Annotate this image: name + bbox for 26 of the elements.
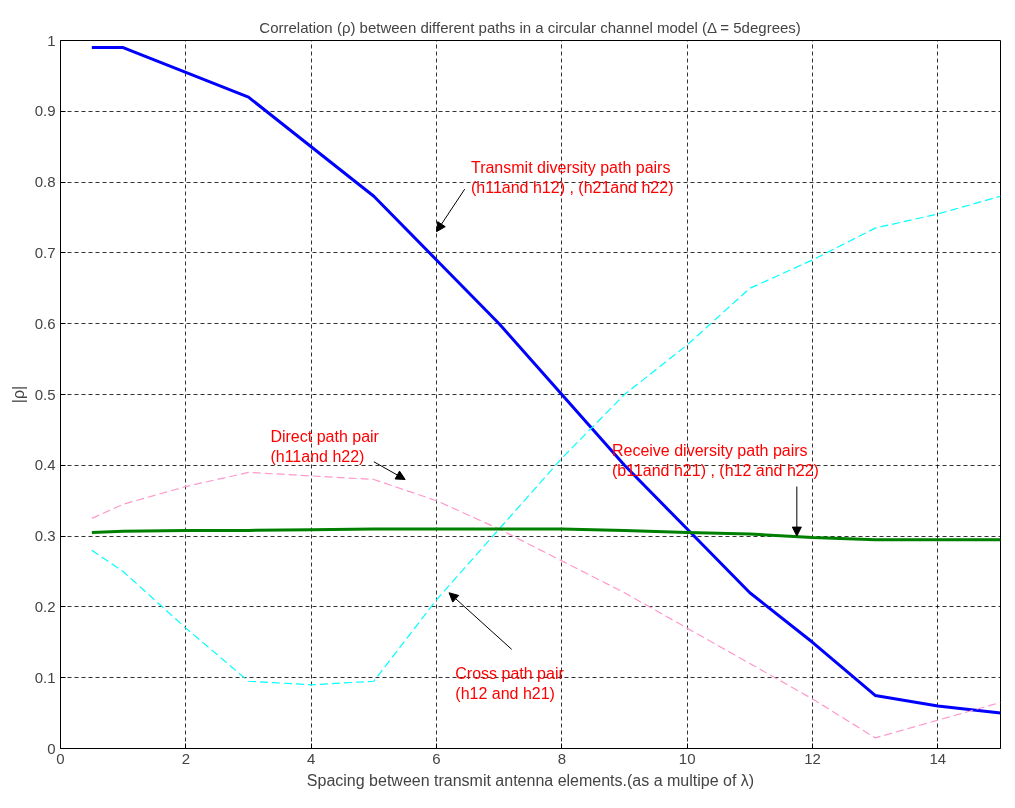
line-series	[90, 527, 1001, 542]
y-tick-label: 0.7	[34, 243, 56, 261]
y-tick-label: 0.1	[34, 668, 56, 686]
y-tick-label: 0.6	[34, 314, 56, 332]
y-tick-label: 0.2	[34, 597, 56, 615]
y-tick-label: 0.4	[34, 456, 56, 474]
x-tick-label: 14	[929, 749, 947, 767]
annotation: Direct path pair (h11and h22)	[270, 427, 380, 466]
annotation: Cross path pair (h12 and h21)	[455, 665, 565, 703]
x-tick-label: 4	[307, 749, 316, 767]
line-series	[90, 46, 1001, 715]
x-axis-title: Spacing between transmit antenna elements.(as a multipe of λ)	[306, 771, 755, 789]
x-tick-label: 8	[557, 749, 567, 767]
y-tick-label: 1	[47, 31, 56, 49]
x-tick-label: 6	[432, 749, 441, 767]
x-tick-label: 2	[181, 749, 191, 767]
chart-title: Correlation (ρ) between different paths in a circular channel model (Δ = 5degrees)	[259, 18, 801, 36]
x-tick-label: 12	[804, 749, 821, 767]
y-axis-title: |ρ|	[9, 385, 27, 404]
y-tick-label: 0.8	[34, 173, 56, 191]
y-tick-label: 0.3	[34, 527, 56, 545]
y-tick-label: 0.5	[34, 385, 56, 403]
line-series	[91, 195, 1001, 686]
annotation: Transmit diversity path pairs (h11and h12) , (h21and h22)	[470, 158, 674, 197]
y-tick-label: 0.9	[34, 102, 56, 120]
x-tick-label: 10	[678, 749, 696, 767]
